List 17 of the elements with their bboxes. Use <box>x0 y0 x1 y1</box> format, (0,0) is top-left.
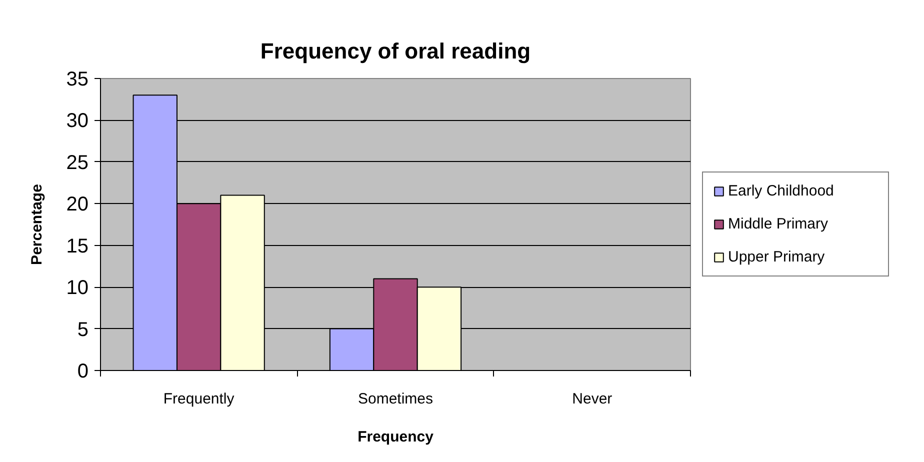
x-tick-label: Frequently <box>163 390 235 408</box>
y-axis-title: Percentage <box>28 184 46 265</box>
legend-label: Early Childhood <box>728 182 835 200</box>
x-tick-label: Sometimes <box>358 390 434 408</box>
y-tick-label: 35 <box>66 68 89 90</box>
legend-label: Middle Primary <box>728 216 830 232</box>
x-tick-label: Never <box>572 390 612 408</box>
legend-label: Upper Primary <box>728 248 826 266</box>
y-tick-label: 25 <box>66 152 89 174</box>
y-tick-label: 5 <box>77 318 88 341</box>
y-tick-label: 10 <box>66 277 89 300</box>
y-tick-label: 0 <box>77 360 88 382</box>
y-tick-label: 20 <box>66 194 89 216</box>
x-axis-title: Frequency <box>358 428 434 446</box>
chart-title: Frequency of oral reading <box>260 38 531 64</box>
y-tick-label: 15 <box>66 235 89 258</box>
y-tick-label: 30 <box>66 110 89 132</box>
